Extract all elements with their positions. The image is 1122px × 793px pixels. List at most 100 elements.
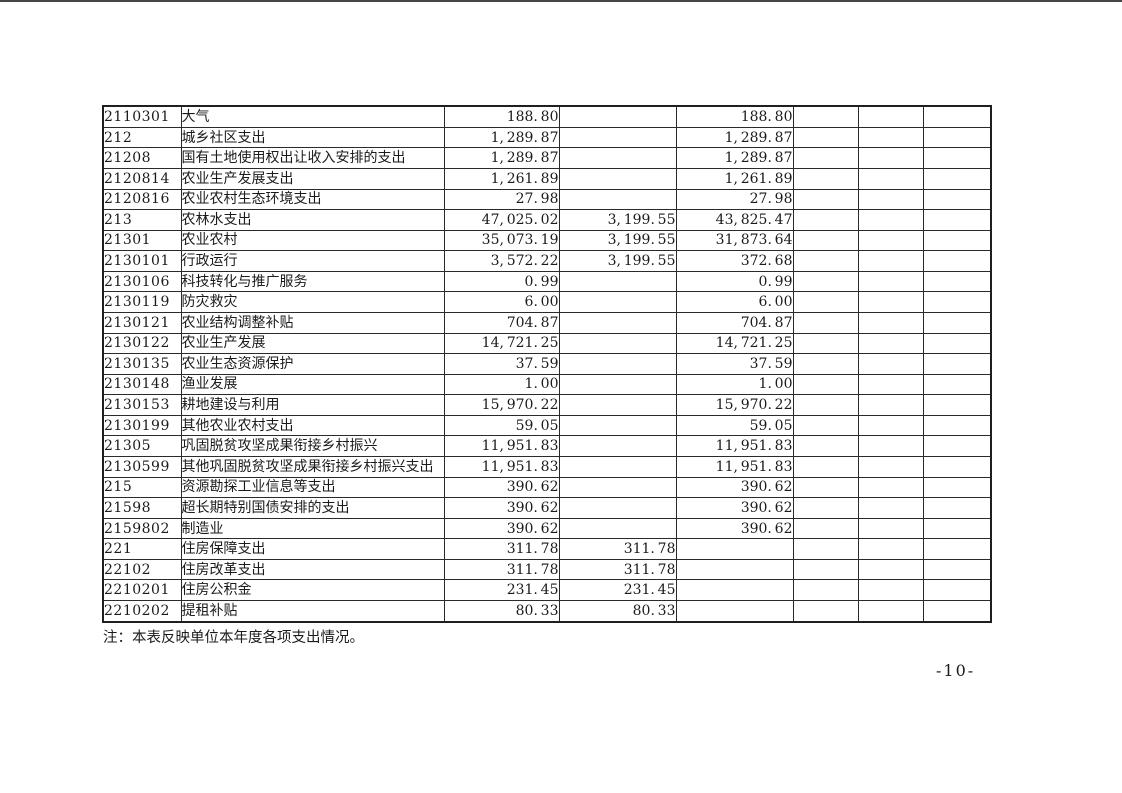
amount-cell: 231. 45	[558, 579, 677, 602]
name-cell: 国有土地使用权出让收入安排的支出	[180, 147, 445, 169]
empty-cell	[922, 250, 992, 272]
empty-cell	[792, 167, 859, 190]
code-cell: 2210201	[102, 579, 182, 602]
empty-cell	[922, 167, 992, 190]
amount-cell: 11, 951. 83	[675, 456, 794, 478]
table-row: 22102 住房改革支出 311. 78 311. 78	[102, 558, 992, 581]
name-cell: 城乡社区支出	[180, 126, 445, 149]
amount-cell: 27. 98	[675, 188, 794, 211]
empty-cell	[857, 558, 924, 581]
empty-cell	[792, 456, 859, 478]
empty-cell	[792, 147, 859, 169]
code-cell: 213	[102, 209, 182, 231]
table-row: 212 城乡社区支出 1, 289. 87 1, 289. 87	[102, 126, 992, 149]
amount-cell: 37. 59	[443, 353, 560, 375]
empty-cell	[857, 147, 924, 169]
table-row: 21301 农业农村 35, 073. 19 3, 199. 55 31, 873. 6…	[102, 229, 992, 252]
code-cell: 2120816	[102, 188, 182, 211]
amount-cell	[675, 558, 794, 581]
name-cell: 其他巩固脱贫攻坚成果衔接乡村振兴支出	[180, 456, 445, 478]
name-cell: 防灾救灾	[180, 291, 445, 313]
name-cell: 农业生产发展支出	[180, 167, 445, 190]
amount-cell: 3, 199. 55	[558, 250, 677, 272]
code-cell: 2130122	[102, 332, 182, 355]
empty-cell	[922, 373, 992, 396]
amount-cell	[558, 188, 677, 211]
name-cell: 其他农业农村支出	[180, 414, 445, 437]
empty-cell	[922, 353, 992, 375]
code-cell: 22102	[102, 558, 182, 581]
name-cell: 农业生产发展	[180, 332, 445, 355]
table-row: 2130135 农业生态资源保护 37. 59 37. 59	[102, 353, 992, 375]
amount-cell: 80. 33	[558, 600, 677, 623]
amount-cell: 11, 951. 83	[675, 435, 794, 458]
empty-cell	[922, 579, 992, 602]
code-cell: 2130135	[102, 353, 182, 375]
amount-cell: 390. 62	[675, 497, 794, 519]
amount-cell: 311. 78	[558, 558, 677, 581]
empty-cell	[857, 270, 924, 293]
table-row: 221 住房保障支出 311. 78 311. 78	[102, 538, 992, 560]
empty-cell	[792, 394, 859, 416]
empty-cell	[922, 435, 992, 458]
empty-cell	[922, 188, 992, 211]
amount-cell: 372. 68	[675, 250, 794, 272]
amount-cell: 390. 62	[443, 497, 560, 519]
empty-cell	[857, 229, 924, 252]
amount-cell: 0. 99	[443, 270, 560, 293]
amount-cell: 1, 289. 87	[443, 126, 560, 149]
name-cell: 住房保障支出	[180, 538, 445, 560]
amount-cell: 80. 33	[443, 600, 560, 623]
empty-cell	[922, 291, 992, 313]
empty-cell	[922, 538, 992, 560]
amount-cell: 704. 87	[443, 311, 560, 334]
amount-cell: 311. 78	[443, 558, 560, 581]
empty-cell	[792, 209, 859, 231]
amount-cell: 390. 62	[443, 476, 560, 499]
empty-cell	[857, 600, 924, 623]
empty-cell	[792, 270, 859, 293]
empty-cell	[857, 188, 924, 211]
empty-cell	[857, 476, 924, 499]
empty-cell	[792, 373, 859, 396]
amount-cell: 37. 59	[675, 353, 794, 375]
name-cell: 超长期特别国债安排的支出	[180, 497, 445, 519]
empty-cell	[792, 414, 859, 437]
name-cell: 制造业	[180, 517, 445, 540]
code-cell: 2130101	[102, 250, 182, 272]
code-cell: 2130199	[102, 414, 182, 437]
amount-cell	[558, 291, 677, 313]
empty-cell	[792, 600, 859, 623]
amount-cell: 1, 289. 87	[675, 147, 794, 169]
expenditure-table: 2110301 大气 188. 80 188. 80 212 城乡社区支出 1, 289. …	[102, 105, 992, 623]
amount-cell: 27. 98	[443, 188, 560, 211]
code-cell: 21208	[102, 147, 182, 169]
empty-cell	[857, 167, 924, 190]
amount-cell	[675, 600, 794, 623]
code-cell: 2130153	[102, 394, 182, 416]
code-cell: 212	[102, 126, 182, 149]
amount-cell	[558, 414, 677, 437]
amount-cell: 15, 970. 22	[443, 394, 560, 416]
empty-cell	[792, 188, 859, 211]
code-cell: 2120814	[102, 167, 182, 190]
name-cell: 住房改革支出	[180, 558, 445, 581]
empty-cell	[792, 126, 859, 149]
empty-cell	[922, 600, 992, 623]
name-cell: 提租补贴	[180, 600, 445, 623]
amount-cell	[558, 373, 677, 396]
amount-cell: 59. 05	[675, 414, 794, 437]
table-row: 2130599 其他巩固脱贫攻坚成果衔接乡村振兴支出 11, 951. 83 11, …	[102, 456, 992, 478]
amount-cell	[558, 517, 677, 540]
amount-cell: 43, 825. 47	[675, 209, 794, 231]
name-cell: 巩固脱贫攻坚成果衔接乡村振兴	[180, 435, 445, 458]
empty-cell	[792, 538, 859, 560]
amount-cell	[675, 579, 794, 602]
name-cell: 农林水支出	[180, 209, 445, 231]
name-cell: 住房公积金	[180, 579, 445, 602]
empty-cell	[857, 538, 924, 560]
empty-cell	[922, 476, 992, 499]
amount-cell: 3, 199. 55	[558, 209, 677, 231]
empty-cell	[857, 291, 924, 313]
